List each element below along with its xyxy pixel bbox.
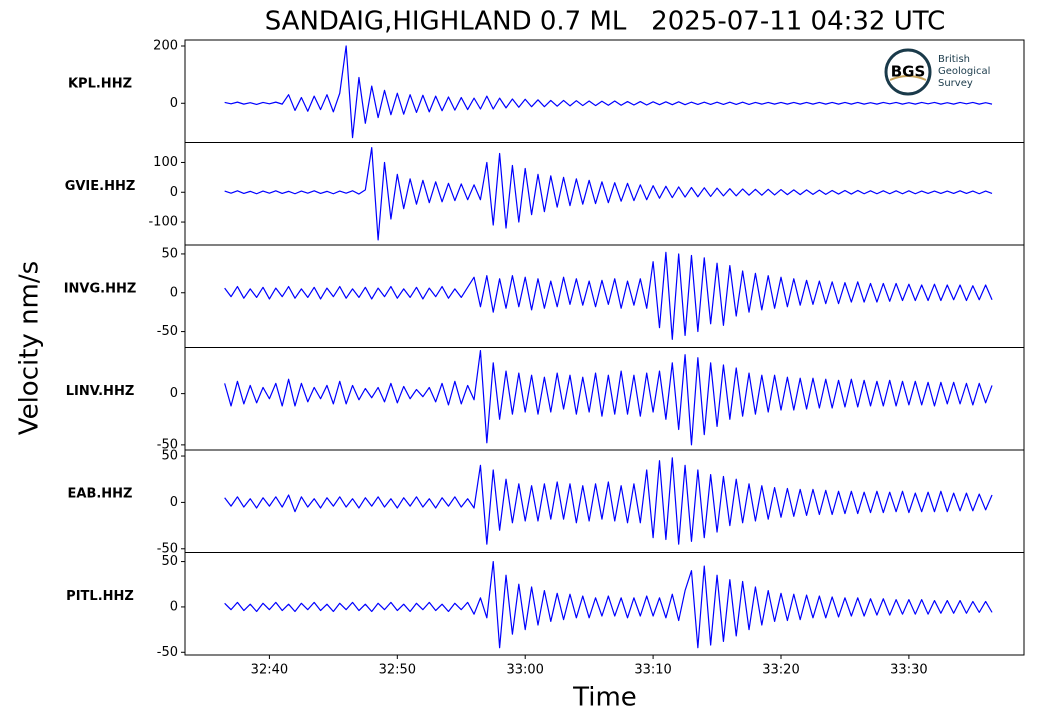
trace: [224, 457, 993, 545]
x-tick-label: 33:00: [506, 663, 543, 678]
y-tick-label: 50: [161, 449, 178, 464]
y-tick-label: 50: [161, 554, 178, 569]
x-tick-label: 33:30: [890, 663, 927, 678]
logo-text: British: [938, 54, 970, 65]
y-tick-label: -50: [157, 645, 178, 660]
station-label: INVG.HHZ: [64, 282, 137, 297]
chart-title: SANDAIG,HIGHLAND 0.7 ML 2025-07-11 04:32…: [265, 7, 946, 37]
x-tick-label: 32:40: [251, 663, 288, 678]
y-tick-label: -50: [157, 324, 178, 339]
x-tick-label: 32:50: [379, 663, 416, 678]
y-tick-label: 0: [170, 495, 178, 510]
logo-text: Geological: [938, 66, 990, 77]
x-tick-label: 33:10: [634, 663, 671, 678]
station-label: GVIE.HHZ: [65, 179, 136, 194]
logo-wave: [889, 75, 927, 81]
trace: [224, 349, 993, 446]
y-tick-label: -100: [148, 215, 178, 230]
panel-frame: [184, 244, 1025, 348]
y-tick-label: 0: [170, 185, 178, 200]
trace: [224, 560, 993, 649]
station-label: KPL.HHZ: [68, 77, 132, 92]
station-label: LINV.HHZ: [66, 384, 135, 399]
y-tick-label: 0: [170, 285, 178, 300]
logo-text: Survey: [938, 78, 973, 89]
x-axis-label: Time: [572, 683, 637, 713]
y-tick-label: 0: [170, 96, 178, 111]
panel-frame: [184, 142, 1025, 246]
y-tick-label: 0: [170, 599, 178, 614]
y-tick-label: -50: [157, 541, 178, 556]
trace: [224, 45, 993, 139]
y-tick-label: 50: [161, 246, 178, 261]
panel-frame: [184, 552, 1025, 656]
y-axis-label: Velocity nm/s: [15, 261, 45, 435]
x-tick-label: 33:20: [762, 663, 799, 678]
logo-abbr: BGS: [891, 63, 926, 81]
station-label: PITL.HHZ: [66, 589, 134, 604]
y-tick-label: -50: [157, 437, 178, 452]
y-tick-label: 0: [170, 386, 178, 401]
y-tick-label: 100: [153, 155, 178, 170]
logo: BGS British Geological Survey: [884, 48, 990, 96]
trace: [224, 251, 993, 340]
trace: [224, 146, 993, 241]
y-tick-label: 200: [153, 39, 178, 54]
station-label: EAB.HHZ: [68, 487, 133, 502]
logo-ring: [884, 48, 932, 96]
